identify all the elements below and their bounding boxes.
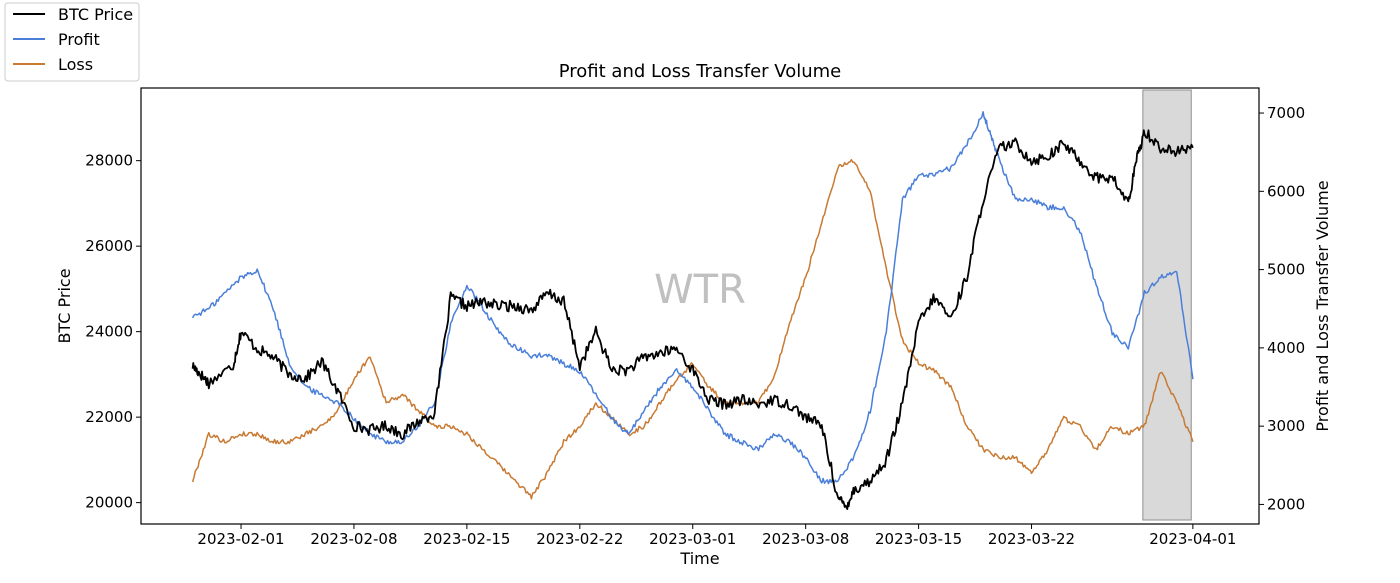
x-axis-label: Time xyxy=(679,549,719,568)
series-line-loss xyxy=(191,158,1194,500)
y-left-axis-ticks: 20000 22000 24000 26000 28000 xyxy=(85,152,141,512)
x-tick-label: 2023-03-08 xyxy=(762,530,849,548)
y-right-axis-label: Profit and Loss Transfer Volume xyxy=(1313,180,1332,431)
y-right-tick-label: 5000 xyxy=(1267,261,1305,279)
y-right-tick-label: 3000 xyxy=(1267,417,1305,435)
y-left-tick-label: 24000 xyxy=(85,323,133,341)
x-axis-ticks: 2023-02-01 2023-02-08 2023-02-15 2023-02-22… xyxy=(197,524,1236,548)
y-left-axis-label: BTC Price xyxy=(55,268,74,343)
x-tick-label: 2023-04-01 xyxy=(1149,530,1236,548)
y-right-axis-ticks: 2000 3000 4000 5000 6000 7000 xyxy=(1259,104,1305,513)
legend-box xyxy=(4,2,140,82)
series-line-btc-price xyxy=(191,129,1194,510)
legend-label-loss: Loss xyxy=(58,55,93,74)
legend: BTC Price Profit Loss xyxy=(4,2,140,82)
y-right-tick-label: 2000 xyxy=(1267,495,1305,513)
y-left-tick-label: 20000 xyxy=(85,494,133,512)
x-tick-label: 2023-03-15 xyxy=(875,530,962,548)
x-tick-label: 2023-03-01 xyxy=(649,530,736,548)
y-left-tick-label: 26000 xyxy=(85,237,133,255)
legend-label-btc-price: BTC Price xyxy=(58,5,133,24)
series-line-profit xyxy=(191,111,1194,485)
chart-title: Profit and Loss Transfer Volume xyxy=(559,61,842,82)
y-left-tick-label: 22000 xyxy=(85,408,133,426)
x-tick-label: 2023-02-01 xyxy=(197,530,284,548)
series-layer xyxy=(191,111,1194,510)
x-tick-label: 2023-03-22 xyxy=(988,530,1075,548)
legend-label-profit: Profit xyxy=(58,30,100,49)
y-left-tick-label: 28000 xyxy=(85,152,133,170)
watermark: WTR xyxy=(654,267,746,313)
x-tick-label: 2023-02-15 xyxy=(423,530,510,548)
highlight-region xyxy=(1142,89,1192,521)
y-right-tick-label: 6000 xyxy=(1267,182,1305,200)
x-tick-label: 2023-02-08 xyxy=(310,530,397,548)
plot-frame xyxy=(140,87,1260,525)
plot-area xyxy=(141,88,1259,524)
y-right-tick-label: 4000 xyxy=(1267,339,1305,357)
y-right-tick-label: 7000 xyxy=(1267,104,1305,122)
x-tick-label: 2023-02-22 xyxy=(536,530,623,548)
